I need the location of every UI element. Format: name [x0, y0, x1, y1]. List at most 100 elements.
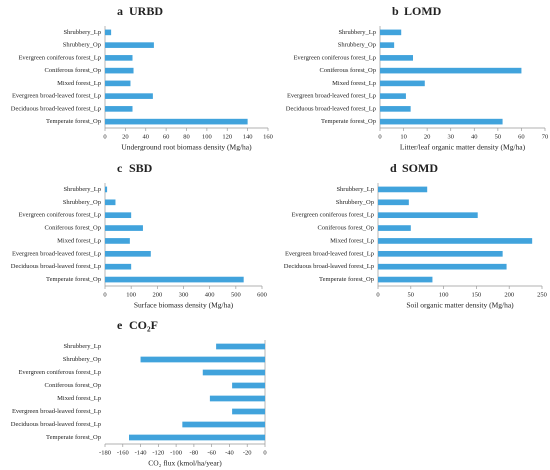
bar [129, 434, 265, 441]
category-label: Coniferous forest_Op [44, 382, 101, 389]
category-label: Shrubbery_Op [63, 199, 101, 206]
x-tick-label: 0 [378, 133, 381, 140]
bar [105, 67, 134, 74]
x-tick-label: 150 [472, 291, 482, 298]
x-tick-label: 140 [243, 133, 253, 140]
bar [105, 42, 154, 48]
x-tick-label: 80 [183, 133, 190, 140]
category-label: Shrubbery_Op [336, 199, 374, 206]
category-label: Temperate forest_Op [46, 434, 101, 441]
x-tick-label: 100 [126, 291, 136, 298]
category-label: Shrubbery_Lp [338, 29, 376, 36]
x-tick-label: -140 [135, 449, 147, 456]
panel-label: e [117, 318, 123, 332]
bar [378, 225, 411, 231]
category-label: Shrubbery_Lp [63, 29, 101, 36]
category-label: Coniferous forest_Op [319, 67, 376, 74]
bar [380, 67, 522, 74]
x-tick-label: 100 [439, 291, 449, 298]
bar [105, 263, 132, 270]
x-tick-label: 10 [400, 133, 407, 140]
x-tick-label: -120 [152, 449, 164, 456]
category-label: Evergreen broad-leaved forest_Lp [12, 93, 101, 100]
bar [378, 186, 428, 193]
x-tick-label: 20 [424, 133, 431, 140]
category-label: Evergreen coniferous forest_Lp [18, 54, 101, 61]
bar [182, 421, 265, 428]
category-label: Shrubbery_Op [338, 42, 376, 49]
x-axis-label: Underground root biomass density (Mg/ha) [121, 143, 252, 152]
x-tick-label: 160 [263, 133, 273, 140]
panel-title: LOMD [404, 4, 442, 18]
x-tick-label: -60 [207, 449, 216, 456]
panel-label: a [117, 4, 123, 18]
bar [378, 276, 433, 283]
x-tick-label: 200 [152, 291, 162, 298]
panel-title: URBD [129, 4, 163, 18]
category-label: Deciduous broad-leaved forest_Lp [286, 105, 376, 112]
bar [140, 356, 265, 363]
x-tick-label: 70 [542, 133, 549, 140]
x-tick-label: 400 [205, 291, 215, 298]
bar [105, 106, 133, 112]
x-tick-label: 300 [179, 291, 189, 298]
bar [105, 250, 151, 257]
x-tick-label: 250 [537, 291, 547, 298]
x-tick-label: 200 [504, 291, 514, 298]
bar [380, 93, 406, 99]
x-axis-label: Surface biomass density (Mg/ha) [134, 301, 234, 310]
category-label: Coniferous forest_Op [44, 225, 101, 232]
category-label: Shrubbery_Lp [63, 343, 101, 350]
bar [380, 42, 395, 48]
x-tick-label: 60 [163, 133, 170, 140]
x-tick-label: -40 [225, 449, 234, 456]
category-label: Deciduous broad-leaved forest_Lp [11, 421, 101, 428]
category-label: Evergreen broad-leaved forest_Lp [287, 93, 376, 100]
category-label: Deciduous broad-leaved forest_Lp [11, 105, 101, 112]
bar [105, 186, 108, 193]
panel-label: b [392, 4, 399, 18]
category-label: Shrubbery_Lp [336, 186, 374, 193]
x-tick-label: -20 [243, 449, 252, 456]
x-tick-label: -80 [190, 449, 199, 456]
bar [209, 395, 265, 402]
bar [105, 225, 143, 231]
bar [378, 238, 533, 244]
x-tick-label: -180 [99, 449, 111, 456]
x-tick-label: 0 [103, 133, 106, 140]
category-label: Temperate forest_Op [46, 118, 101, 125]
category-label: Evergreen coniferous forest_Lp [18, 212, 101, 219]
category-label: Temperate forest_Op [46, 276, 101, 283]
bar [232, 382, 265, 389]
category-label: Evergreen coniferous forest_Lp [18, 369, 101, 376]
category-label: Shrubbery_Op [63, 42, 101, 49]
bar [380, 29, 402, 36]
bar [216, 343, 265, 350]
category-label: Mixed forest_Lp [57, 237, 101, 244]
bar [105, 55, 133, 61]
x-tick-label: 50 [408, 291, 415, 298]
bar [105, 29, 112, 36]
category-label: Mixed forest_Lp [57, 80, 101, 87]
bar [378, 250, 503, 257]
bar [105, 276, 244, 283]
category-label: Temperate forest_Op [319, 276, 374, 283]
x-tick-label: 120 [222, 133, 232, 140]
category-label: Shrubbery_Lp [63, 186, 101, 193]
category-label: Evergreen broad-leaved forest_Lp [12, 250, 101, 257]
x-tick-label: -160 [117, 449, 129, 456]
bar [232, 408, 265, 415]
bar [380, 80, 425, 87]
x-tick-label: 30 [447, 133, 454, 140]
x-tick-label: 20 [122, 133, 129, 140]
x-tick-label: 40 [143, 133, 150, 140]
bar [105, 199, 116, 206]
x-axis-label: Litter/leaf organic matter density (Mg/h… [400, 143, 526, 152]
x-tick-label: 600 [257, 291, 267, 298]
category-label: Mixed forest_Lp [330, 237, 374, 244]
x-tick-label: 500 [231, 291, 241, 298]
bar [105, 238, 130, 244]
bar [378, 212, 478, 219]
panel-label: d [390, 161, 397, 175]
